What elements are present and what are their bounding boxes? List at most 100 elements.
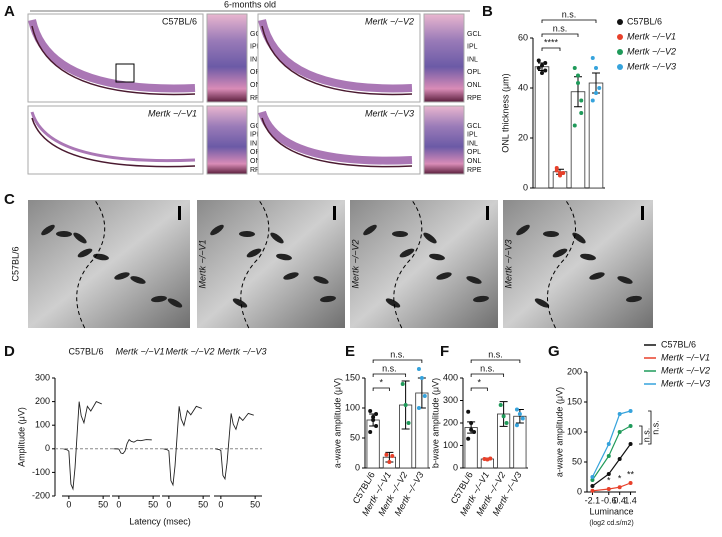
legend-label: Mertk −/−V2 (627, 46, 676, 56)
significance-label: n.s. (650, 420, 660, 435)
y-tick-label: 100 (567, 426, 582, 436)
data-point (472, 430, 477, 434)
y-tick-label: 100 (345, 402, 360, 412)
layer-label: OPL (250, 149, 264, 156)
data-point (617, 457, 622, 461)
data-point (594, 66, 598, 70)
significance-bracket (648, 410, 652, 445)
data-point (374, 424, 379, 428)
layer-label: IPL (467, 44, 478, 51)
data-point (406, 421, 411, 425)
significance-bracket (541, 33, 579, 37)
significance-label: n.s. (553, 23, 568, 33)
layer-label: GCL (467, 31, 482, 38)
erg-trace (113, 438, 152, 455)
histology-inset (206, 13, 248, 103)
data-point (403, 403, 408, 407)
y-tick-label: 200 (567, 366, 582, 376)
em-organelle (543, 230, 559, 238)
data-point (617, 412, 622, 416)
genotype-label: Mertk −/−V2 (350, 239, 360, 288)
data-point (416, 406, 421, 410)
retina-band (30, 111, 196, 163)
data-point (590, 488, 595, 493)
data-point (590, 56, 595, 60)
em-organelle (73, 232, 87, 244)
y-tick-label: 100 (35, 420, 50, 430)
panel-letter: B (482, 3, 493, 20)
em-organelle (466, 276, 482, 284)
histology-inset (423, 13, 465, 103)
data-point (498, 403, 503, 407)
layer-label: RPE (250, 95, 265, 102)
em-organelle (552, 248, 568, 258)
data-point (590, 478, 595, 482)
data-point (579, 111, 584, 115)
data-point (416, 367, 421, 371)
series-line (592, 482, 631, 492)
significance-bracket (372, 387, 390, 391)
data-point (368, 430, 373, 434)
legend-label: Mertk −/−V3 (661, 378, 710, 388)
data-point (368, 409, 373, 413)
data-point (597, 86, 602, 90)
y-tick-label: 150 (567, 396, 582, 406)
y-tick-label: -200 (32, 490, 50, 500)
boundary-line (393, 199, 423, 329)
data-point (536, 66, 541, 70)
series-line (592, 443, 632, 487)
rpe-band (31, 25, 196, 96)
inset-box (115, 63, 135, 83)
data-point (554, 166, 559, 170)
significance-bracket (541, 19, 597, 23)
boundary-line (76, 199, 106, 329)
significance-label: n.s. (488, 349, 503, 359)
retina-band (28, 19, 196, 93)
em-organelle (283, 272, 299, 280)
y-tick-label: 0 (523, 182, 528, 192)
em-image (28, 200, 190, 328)
y-tick-label: 300 (443, 395, 458, 405)
rpe-band (261, 117, 413, 168)
data-point (590, 98, 595, 103)
data-point (590, 484, 595, 488)
data-point (576, 73, 580, 78)
significance-bracket (639, 425, 643, 445)
layer-label: OPL (467, 69, 481, 76)
layer-label: IPL (250, 132, 261, 139)
genotype-label: Mertk −/−V1 (197, 239, 207, 288)
data-point (606, 472, 611, 476)
genotype-label: Mertk −/−V3 (217, 346, 266, 356)
significance-label: n.s. (382, 363, 397, 373)
x-tick-label: 50 (198, 499, 208, 509)
legend-marker (617, 34, 623, 40)
em-organelle (93, 253, 109, 261)
em-organelle (626, 295, 642, 303)
genotype-label: Mertk −/−V1 (148, 108, 197, 118)
layer-label: OPL (250, 69, 264, 76)
y-axis-label: ONL thickness (μm) (500, 73, 510, 152)
data-point (390, 454, 395, 458)
em-organelle (270, 232, 284, 244)
x-tick-label: -2.1 (585, 495, 601, 505)
data-point (572, 66, 577, 70)
y-axis-label: a-wave amplitude (μV) (332, 378, 342, 468)
x-tick-label: 0.4 (613, 495, 626, 505)
em-organelle (589, 272, 605, 280)
error-bar (499, 401, 508, 427)
erg-trace (63, 401, 102, 491)
y-tick-label: -100 (32, 467, 50, 477)
data-point (466, 409, 471, 414)
data-point (572, 123, 577, 128)
y-axis-label: b-wave amplitude (μV) (430, 378, 440, 468)
layer-label: ONL (250, 158, 265, 165)
data-point (606, 487, 611, 491)
em-organelle (151, 295, 167, 303)
panel-title: 6-months old (224, 0, 276, 9)
genotype-label: C57BL/6 (162, 16, 197, 26)
layer-label: RPE (467, 167, 482, 174)
panel-letter: A (4, 3, 15, 20)
bar (588, 82, 604, 189)
data-point (576, 81, 580, 85)
series-line (591, 425, 631, 481)
